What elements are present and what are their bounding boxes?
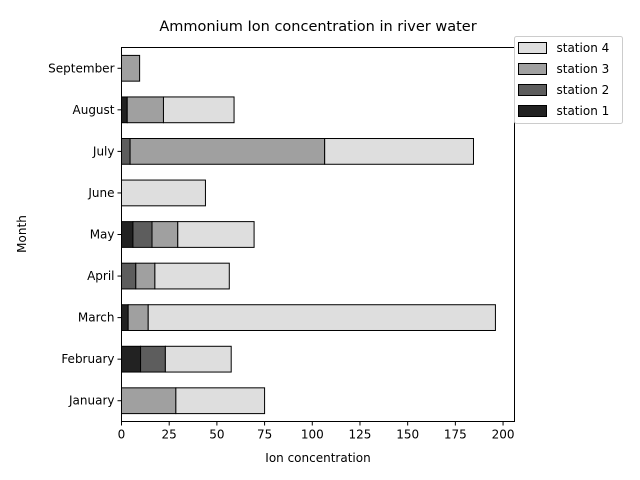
bar-station-2-february <box>140 345 166 373</box>
legend-frame <box>514 36 623 124</box>
bar-station-4-august <box>162 96 235 124</box>
x-axis-ticks: 0 25 50 75 100 125 150 175 200 <box>118 421 515 442</box>
bar-station-4-march <box>147 304 496 331</box>
y-tick-label-june: June <box>87 186 114 200</box>
bar-station-3-july <box>129 138 326 165</box>
y-axis-ticks: January February March April May June July Augu… <box>48 61 122 408</box>
bar-station-3-april <box>135 262 156 290</box>
legend-swatch-station-4 <box>518 42 547 54</box>
bar-station-3-september <box>121 54 141 82</box>
legend-label-station-3: station 3 <box>557 62 610 76</box>
bar-station-1-february <box>121 345 142 373</box>
bar-station-3-may <box>151 221 179 248</box>
legend-label-station-1: station 1 <box>557 104 610 118</box>
x-tick-label: 25 <box>162 428 177 442</box>
bar-station-1-may <box>121 221 134 248</box>
bar-station-1-august <box>121 96 128 124</box>
x-tick-label: 50 <box>209 428 224 442</box>
bar-station-4-june <box>121 179 206 207</box>
x-axis-label: Ion concentration <box>265 451 370 465</box>
bar-station-2-may <box>132 221 153 248</box>
y-tick-label-april: April <box>87 269 114 283</box>
legend-label-station-4: station 4 <box>557 41 610 55</box>
legend-swatch-station-1 <box>518 105 547 117</box>
legend-label-station-2: station 2 <box>557 83 610 97</box>
bar-station-1-march <box>121 304 129 331</box>
y-tick-label-august: August <box>73 103 115 117</box>
y-axis-label: Month <box>15 215 29 253</box>
x-tick-label: 75 <box>257 428 272 442</box>
y-tick-label-september: September <box>48 61 114 75</box>
y-tick-label-july: July <box>92 144 115 158</box>
bar-station-2-april <box>121 262 137 290</box>
bar-station-4-july <box>324 138 474 165</box>
bar-station-3-january <box>121 387 177 415</box>
bar-station-4-may <box>177 221 255 248</box>
y-tick-label-may: May <box>90 228 115 242</box>
x-tick-label: 150 <box>396 428 419 442</box>
x-tick-label: 125 <box>349 428 372 442</box>
y-tick-label-january: January <box>68 394 115 408</box>
bar-station-2-july <box>121 138 131 165</box>
y-tick-label-march: March <box>78 311 115 325</box>
x-tick-label: 175 <box>444 428 467 442</box>
x-tick-label: 0 <box>118 428 126 442</box>
x-tick-label: 200 <box>492 428 515 442</box>
y-tick-label-february: February <box>61 352 114 366</box>
chart-title: Ammonium Ion concentration in river wate… <box>159 19 476 35</box>
bars-layer <box>121 54 496 415</box>
legend-swatch-station-2 <box>518 84 547 96</box>
x-tick-label: 100 <box>301 428 324 442</box>
bar-station-4-january <box>175 387 266 415</box>
bar-station-3-march <box>127 304 149 331</box>
legend: station 4 station 3 station 2 station 1 <box>514 36 623 124</box>
bar-station-4-april <box>154 262 230 290</box>
bar-station-3-august <box>126 96 164 124</box>
legend-swatch-station-3 <box>518 63 547 75</box>
bar-station-4-february <box>164 345 232 373</box>
